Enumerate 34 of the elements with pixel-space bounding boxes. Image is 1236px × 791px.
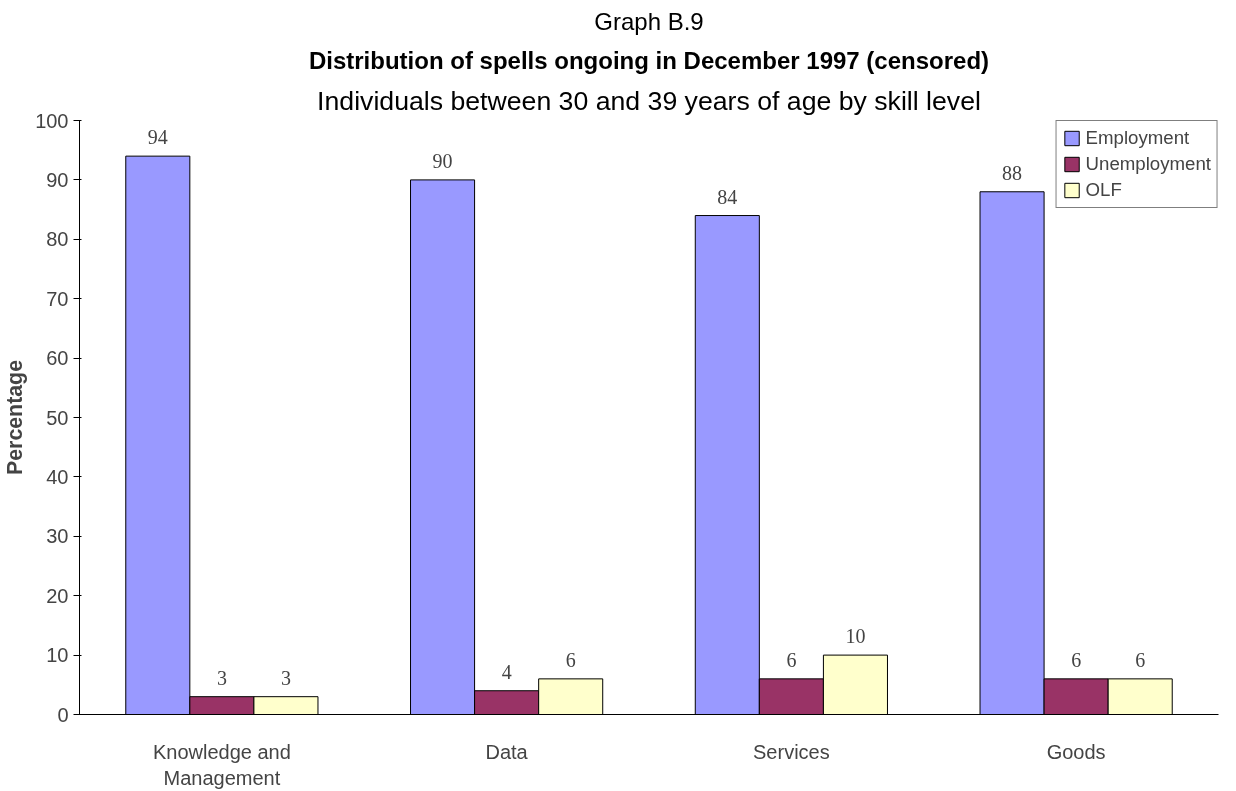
y-tick-label: 40 xyxy=(46,465,69,488)
data-label: 6 xyxy=(1135,648,1146,671)
y-tick-label: 60 xyxy=(46,347,69,370)
data-label: 6 xyxy=(786,648,797,671)
y-axis-title: Percentage xyxy=(3,359,28,475)
data-label: 10 xyxy=(845,625,866,648)
x-tick-label: Data xyxy=(485,740,529,763)
y-tick-label: 90 xyxy=(46,168,69,191)
y-tick-label: 20 xyxy=(46,584,69,607)
x-tick-label: Goods xyxy=(1046,740,1106,763)
data-label: 3 xyxy=(216,666,227,689)
y-tick-label: 100 xyxy=(35,109,69,132)
text: Graph B.9 xyxy=(594,7,704,35)
data-label: 3 xyxy=(280,666,291,689)
chart-title: Distribution of spells ongoing in December 1997 (censored) xyxy=(308,46,990,74)
y-tick-label: 10 xyxy=(46,644,69,667)
legend-label: Unemployment xyxy=(1085,153,1211,175)
legend-label: OLF xyxy=(1085,179,1122,201)
y-tick-label: 80 xyxy=(46,228,69,251)
data-label: 84 xyxy=(717,185,738,208)
x-tick-label: Services xyxy=(753,740,830,763)
data-label: 6 xyxy=(565,648,576,671)
x-tick-label: Knowledge and Management xyxy=(152,740,291,789)
chart-subtitle: Individuals between 30 and 39 years of age by skill level xyxy=(317,85,981,116)
data-label: 90 xyxy=(432,149,453,172)
y-tick-label: 70 xyxy=(46,287,69,310)
y-tick-label: 50 xyxy=(46,406,69,429)
data-label: 6 xyxy=(1071,648,1082,671)
y-tick-label: 30 xyxy=(46,525,69,548)
data-label: 88 xyxy=(1002,161,1023,184)
legend-label: Employment xyxy=(1085,127,1190,149)
data-label: 94 xyxy=(147,126,168,149)
y-tick-label: 0 xyxy=(57,703,69,726)
data-label: 4 xyxy=(501,660,512,683)
